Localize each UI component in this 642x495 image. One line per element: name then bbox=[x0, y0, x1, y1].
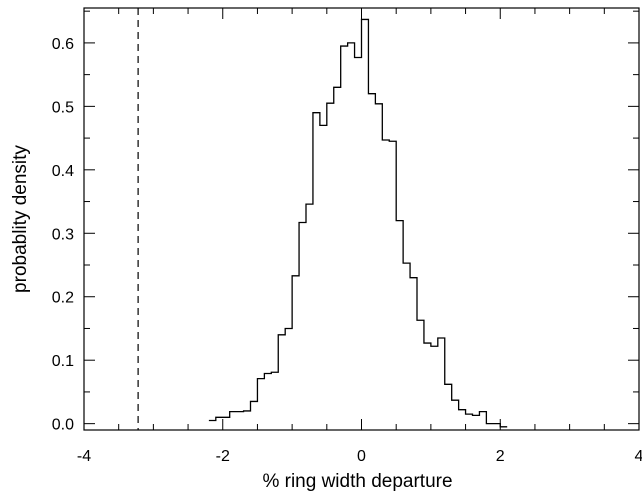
x-tick-label: 2 bbox=[496, 448, 505, 465]
y-tick-label: 0.5 bbox=[52, 99, 74, 116]
y-tick-label: 0.1 bbox=[52, 353, 74, 370]
plot-frame bbox=[83, 7, 640, 431]
y-axis-ticks: 0.0 0.1 0.2 0.3 0.4 0.5 0.6 bbox=[52, 10, 639, 434]
x-tick-label: -4 bbox=[77, 448, 91, 465]
y-tick-label: 0.0 bbox=[52, 417, 74, 434]
y-tick-label: 0.2 bbox=[52, 290, 74, 307]
x-tick-label: -2 bbox=[216, 448, 230, 465]
x-axis-ticks: -4 -2 0 2 4 bbox=[77, 8, 642, 465]
y-axis-label: probablity density bbox=[10, 145, 31, 293]
y-tick-label: 0.3 bbox=[52, 226, 74, 243]
x-tick-label: 4 bbox=[635, 448, 642, 465]
histogram-outline bbox=[208, 18, 508, 428]
x-tick-label: 0 bbox=[357, 448, 366, 465]
y-tick-label: 0.6 bbox=[52, 36, 74, 53]
plot-area bbox=[137, 8, 508, 430]
y-tick-label: 0.4 bbox=[52, 163, 74, 180]
x-axis-label: % ring width departure bbox=[262, 471, 452, 492]
